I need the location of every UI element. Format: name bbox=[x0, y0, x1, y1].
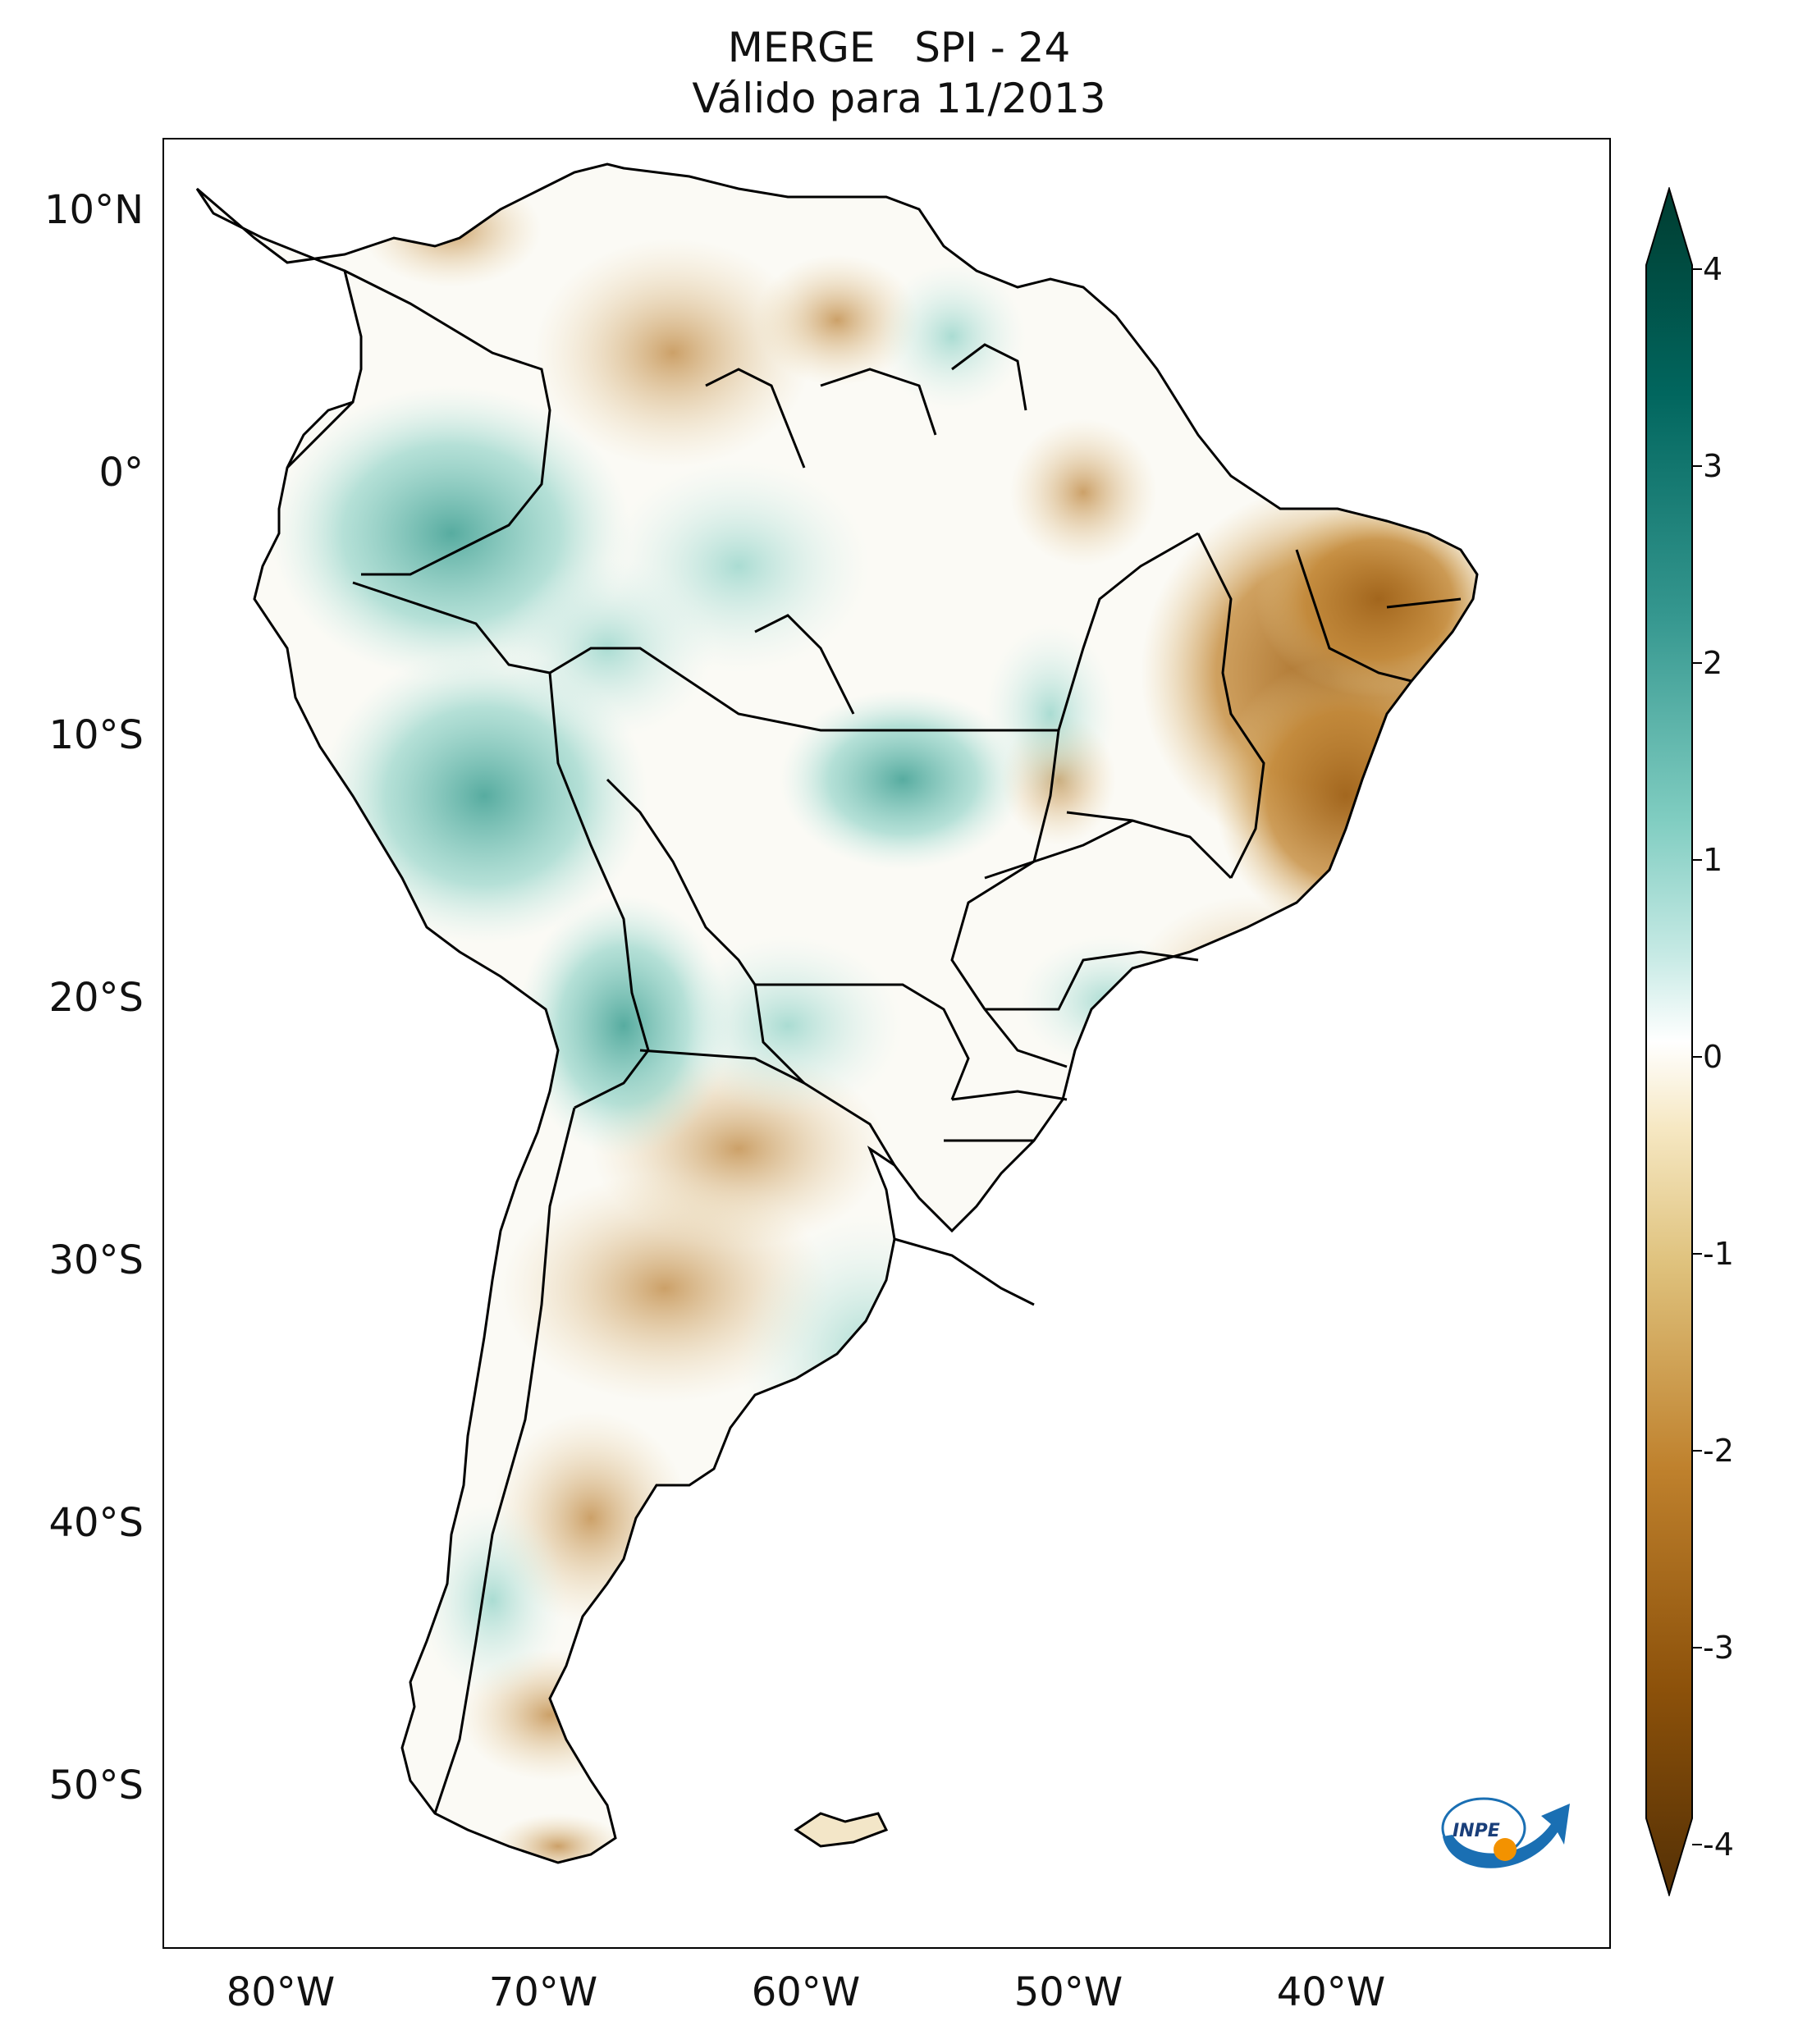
colorbar-tick-m2: -2 bbox=[1703, 1433, 1734, 1469]
lat-label-10s: 10°S bbox=[48, 712, 144, 758]
colorbar-tick-m3: -3 bbox=[1703, 1630, 1734, 1666]
lat-label-10n: 10°N bbox=[44, 187, 144, 233]
colorbar-ticks bbox=[1692, 268, 1702, 1845]
lat-label-30s: 30°S bbox=[48, 1237, 144, 1283]
falkland-islands bbox=[794, 1812, 889, 1848]
colorbar-tick-2: 2 bbox=[1703, 645, 1723, 681]
lat-label-40s: 40°S bbox=[48, 1500, 144, 1546]
colorbar-tick-m1: -1 bbox=[1703, 1236, 1734, 1272]
lon-label-60w: 60°W bbox=[751, 1969, 861, 2015]
lat-label-0: 0° bbox=[98, 450, 144, 496]
colorbar-tick-3: 3 bbox=[1703, 448, 1723, 484]
south-america-map bbox=[195, 162, 1479, 1864]
borders bbox=[195, 162, 1479, 1864]
colorbar-tick-4: 4 bbox=[1703, 251, 1723, 287]
map-frame bbox=[162, 138, 1611, 1949]
inpe-logo-icon: INPE bbox=[1434, 1787, 1574, 1877]
colorbar-tick-m4: -4 bbox=[1703, 1827, 1734, 1863]
colorbar bbox=[1645, 187, 1693, 1896]
lon-label-80w: 80°W bbox=[226, 1969, 336, 2015]
map-title: MERGE SPI - 24 bbox=[727, 24, 1071, 71]
lon-label-50w: 50°W bbox=[1013, 1969, 1123, 2015]
lat-label-50s: 50°S bbox=[48, 1763, 144, 1809]
map-subtitle: Válido para 11/2013 bbox=[692, 75, 1106, 122]
lon-label-70w: 70°W bbox=[488, 1969, 598, 2015]
lon-label-40w: 40°W bbox=[1276, 1969, 1386, 2015]
colorbar-tick-1: 1 bbox=[1703, 842, 1723, 878]
logo-text: INPE bbox=[1453, 1821, 1500, 1841]
lat-label-20s: 20°S bbox=[48, 975, 144, 1021]
colorbar-tick-0: 0 bbox=[1703, 1039, 1723, 1075]
